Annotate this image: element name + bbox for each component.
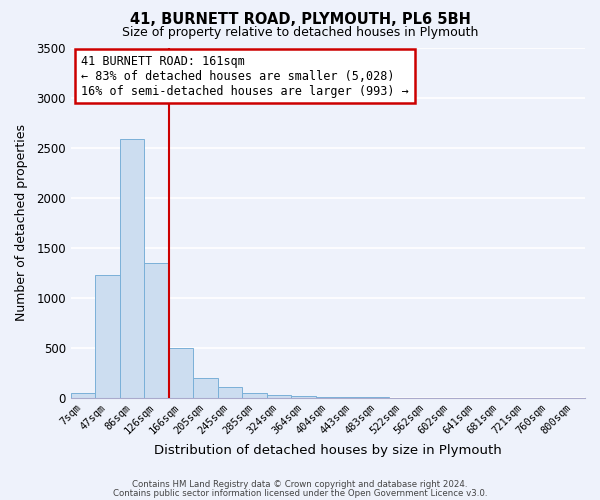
- Bar: [71, 392, 95, 398]
- Y-axis label: Number of detached properties: Number of detached properties: [15, 124, 28, 321]
- Bar: [144, 262, 169, 398]
- Bar: [291, 396, 316, 398]
- Bar: [218, 387, 242, 398]
- Bar: [242, 392, 266, 398]
- Text: 41 BURNETT ROAD: 161sqm
← 83% of detached houses are smaller (5,028)
16% of semi: 41 BURNETT ROAD: 161sqm ← 83% of detache…: [81, 54, 409, 98]
- Bar: [193, 378, 218, 398]
- Text: Contains HM Land Registry data © Crown copyright and database right 2024.: Contains HM Land Registry data © Crown c…: [132, 480, 468, 489]
- Bar: [266, 394, 291, 398]
- Text: 41, BURNETT ROAD, PLYMOUTH, PL6 5BH: 41, BURNETT ROAD, PLYMOUTH, PL6 5BH: [130, 12, 470, 28]
- Bar: [120, 138, 144, 398]
- Bar: [316, 396, 340, 398]
- Text: Size of property relative to detached houses in Plymouth: Size of property relative to detached ho…: [122, 26, 478, 39]
- Bar: [169, 348, 193, 398]
- Bar: [340, 397, 365, 398]
- X-axis label: Distribution of detached houses by size in Plymouth: Distribution of detached houses by size …: [154, 444, 502, 458]
- Bar: [95, 274, 120, 398]
- Text: Contains public sector information licensed under the Open Government Licence v3: Contains public sector information licen…: [113, 488, 487, 498]
